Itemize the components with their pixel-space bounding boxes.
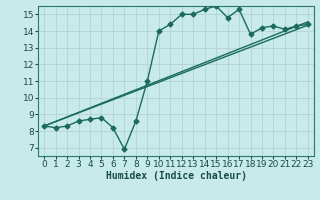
X-axis label: Humidex (Indice chaleur): Humidex (Indice chaleur) — [106, 171, 246, 181]
